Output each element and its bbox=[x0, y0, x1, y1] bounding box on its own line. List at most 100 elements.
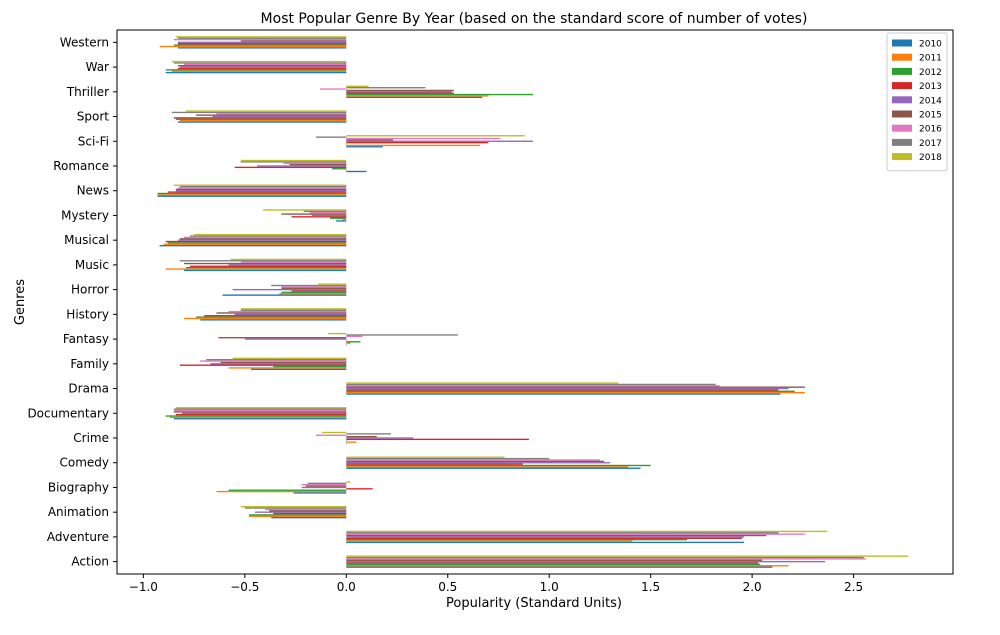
bar-fantasy-2014 bbox=[244, 338, 347, 340]
bar-animation-2018 bbox=[240, 506, 347, 508]
bar-mystery-2013 bbox=[291, 216, 347, 218]
bar-comedy-2017 bbox=[346, 457, 550, 460]
bar-adventure-2014 bbox=[346, 536, 744, 538]
x-tick-label: 2.0 bbox=[743, 580, 762, 594]
bar-adventure-2011 bbox=[346, 540, 633, 542]
bar-music-2012 bbox=[185, 266, 347, 269]
bar-war-2011 bbox=[171, 70, 347, 72]
bar-war-2018 bbox=[171, 60, 347, 63]
bar-crime-2018 bbox=[321, 431, 347, 434]
bar-crime-2013 bbox=[346, 438, 529, 441]
bar-fantasy-2015 bbox=[218, 337, 347, 339]
legend-label-2014: 2014 bbox=[919, 96, 942, 106]
bar-drama-2015 bbox=[346, 386, 805, 388]
bar-documentary-2014 bbox=[181, 412, 347, 414]
bar-fantasy-2018 bbox=[328, 332, 347, 335]
bar-romance-2016 bbox=[283, 162, 347, 164]
bar-sport-2017 bbox=[171, 111, 347, 114]
legend-swatch-2018 bbox=[892, 153, 912, 161]
bar-thriller-2015 bbox=[346, 89, 454, 92]
bar-action-2014 bbox=[346, 560, 826, 563]
bar-romance-2018 bbox=[240, 159, 347, 162]
bar-comedy-2010 bbox=[346, 467, 641, 469]
bar-biography-2011 bbox=[216, 490, 347, 493]
bar-music-2014 bbox=[228, 264, 347, 266]
bar-sport-2015 bbox=[196, 114, 347, 116]
bar-animation-2017 bbox=[244, 507, 347, 509]
bar-war-2017 bbox=[173, 62, 347, 64]
bar-western-2011 bbox=[159, 45, 347, 48]
legend-label-2012: 2012 bbox=[919, 68, 942, 78]
bar-fantasy-2012 bbox=[346, 341, 361, 343]
bar-family-2015 bbox=[220, 361, 347, 364]
y-tick-label: Fantasy bbox=[63, 332, 109, 346]
bar-sport-2011 bbox=[179, 119, 347, 122]
bar-news-2010 bbox=[157, 195, 347, 197]
bar-mystery-2017 bbox=[303, 210, 347, 213]
bar-adventure-2013 bbox=[346, 537, 742, 539]
bar-romance-2012 bbox=[332, 168, 347, 170]
bar-thriller-2018 bbox=[346, 85, 369, 88]
bar-musical-2010 bbox=[159, 244, 347, 247]
x-tick-label: 1.0 bbox=[540, 580, 559, 594]
bar-mystery-2010 bbox=[336, 220, 347, 222]
bar-action-2015 bbox=[346, 559, 763, 561]
bar-thriller-2010 bbox=[346, 96, 483, 98]
bar-war-2015 bbox=[177, 65, 347, 67]
bar-sport-2018 bbox=[185, 110, 347, 112]
bar-western-2015 bbox=[240, 40, 347, 42]
legend-swatch-2017 bbox=[892, 138, 912, 146]
legend-swatch-2010 bbox=[892, 39, 912, 47]
y-tick-label: Music bbox=[75, 258, 109, 272]
bar-sci-fi-2016 bbox=[346, 137, 501, 140]
bar-comedy-2015 bbox=[346, 460, 604, 463]
bar-biography-2013 bbox=[346, 488, 373, 490]
y-tick-label: Western bbox=[60, 35, 109, 49]
bar-sport-2014 bbox=[212, 115, 347, 118]
legend-swatch-2014 bbox=[892, 96, 912, 104]
legend-label-2018: 2018 bbox=[919, 153, 942, 163]
y-tick-label: Sci-Fi bbox=[78, 134, 109, 148]
y-axis: Action Adventure Animation Biography Comedy C… bbox=[27, 35, 117, 569]
x-axis-label: Popularity (Standard Units) bbox=[446, 596, 622, 611]
bar-adventure-2015 bbox=[346, 534, 767, 537]
bars-layer bbox=[157, 36, 909, 568]
bar-war-2016 bbox=[183, 63, 347, 66]
bar-comedy-2011 bbox=[346, 466, 629, 468]
bar-fantasy-2013 bbox=[346, 339, 347, 342]
bar-romance-2013 bbox=[234, 166, 347, 169]
bar-action-2016 bbox=[346, 558, 866, 560]
bar-thriller-2013 bbox=[346, 92, 454, 94]
bar-musical-2012 bbox=[167, 242, 347, 244]
bar-musical-2017 bbox=[190, 235, 347, 237]
bar-crime-2011 bbox=[346, 441, 357, 443]
bar-documentary-2016 bbox=[173, 409, 347, 412]
bar-news-2011 bbox=[157, 194, 347, 196]
bar-sport-2016 bbox=[216, 113, 347, 115]
bar-crime-2014 bbox=[346, 437, 414, 439]
bar-thriller-2012 bbox=[346, 93, 533, 96]
bar-comedy-2018 bbox=[346, 456, 505, 458]
bar-horror-2018 bbox=[317, 283, 347, 285]
y-axis-label: Genres bbox=[13, 279, 28, 325]
legend-swatch-2012 bbox=[892, 67, 912, 75]
bar-music-2016 bbox=[240, 261, 347, 263]
bar-comedy-2014 bbox=[346, 462, 611, 464]
x-tick-label: 0.0 bbox=[337, 580, 356, 594]
x-tick-label: 1.5 bbox=[641, 580, 660, 594]
bar-mystery-2011 bbox=[342, 218, 347, 221]
bar-action-2010 bbox=[346, 566, 773, 568]
legend-label-2011: 2011 bbox=[919, 54, 942, 64]
bar-news-2012 bbox=[157, 192, 347, 195]
bar-history-2018 bbox=[240, 308, 347, 310]
legend: 2010 2011 2012 2013 2014 2015 2016 2017 2018 bbox=[886, 32, 948, 172]
bar-news-2015 bbox=[175, 188, 347, 191]
bar-thriller-2017 bbox=[346, 87, 426, 89]
bar-war-2012 bbox=[165, 69, 347, 71]
bar-adventure-2010 bbox=[346, 541, 744, 544]
legend-frame bbox=[886, 32, 948, 172]
bar-action-2018 bbox=[346, 555, 909, 557]
bar-animation-2016 bbox=[265, 508, 347, 511]
bar-adventure-2018 bbox=[346, 530, 828, 533]
